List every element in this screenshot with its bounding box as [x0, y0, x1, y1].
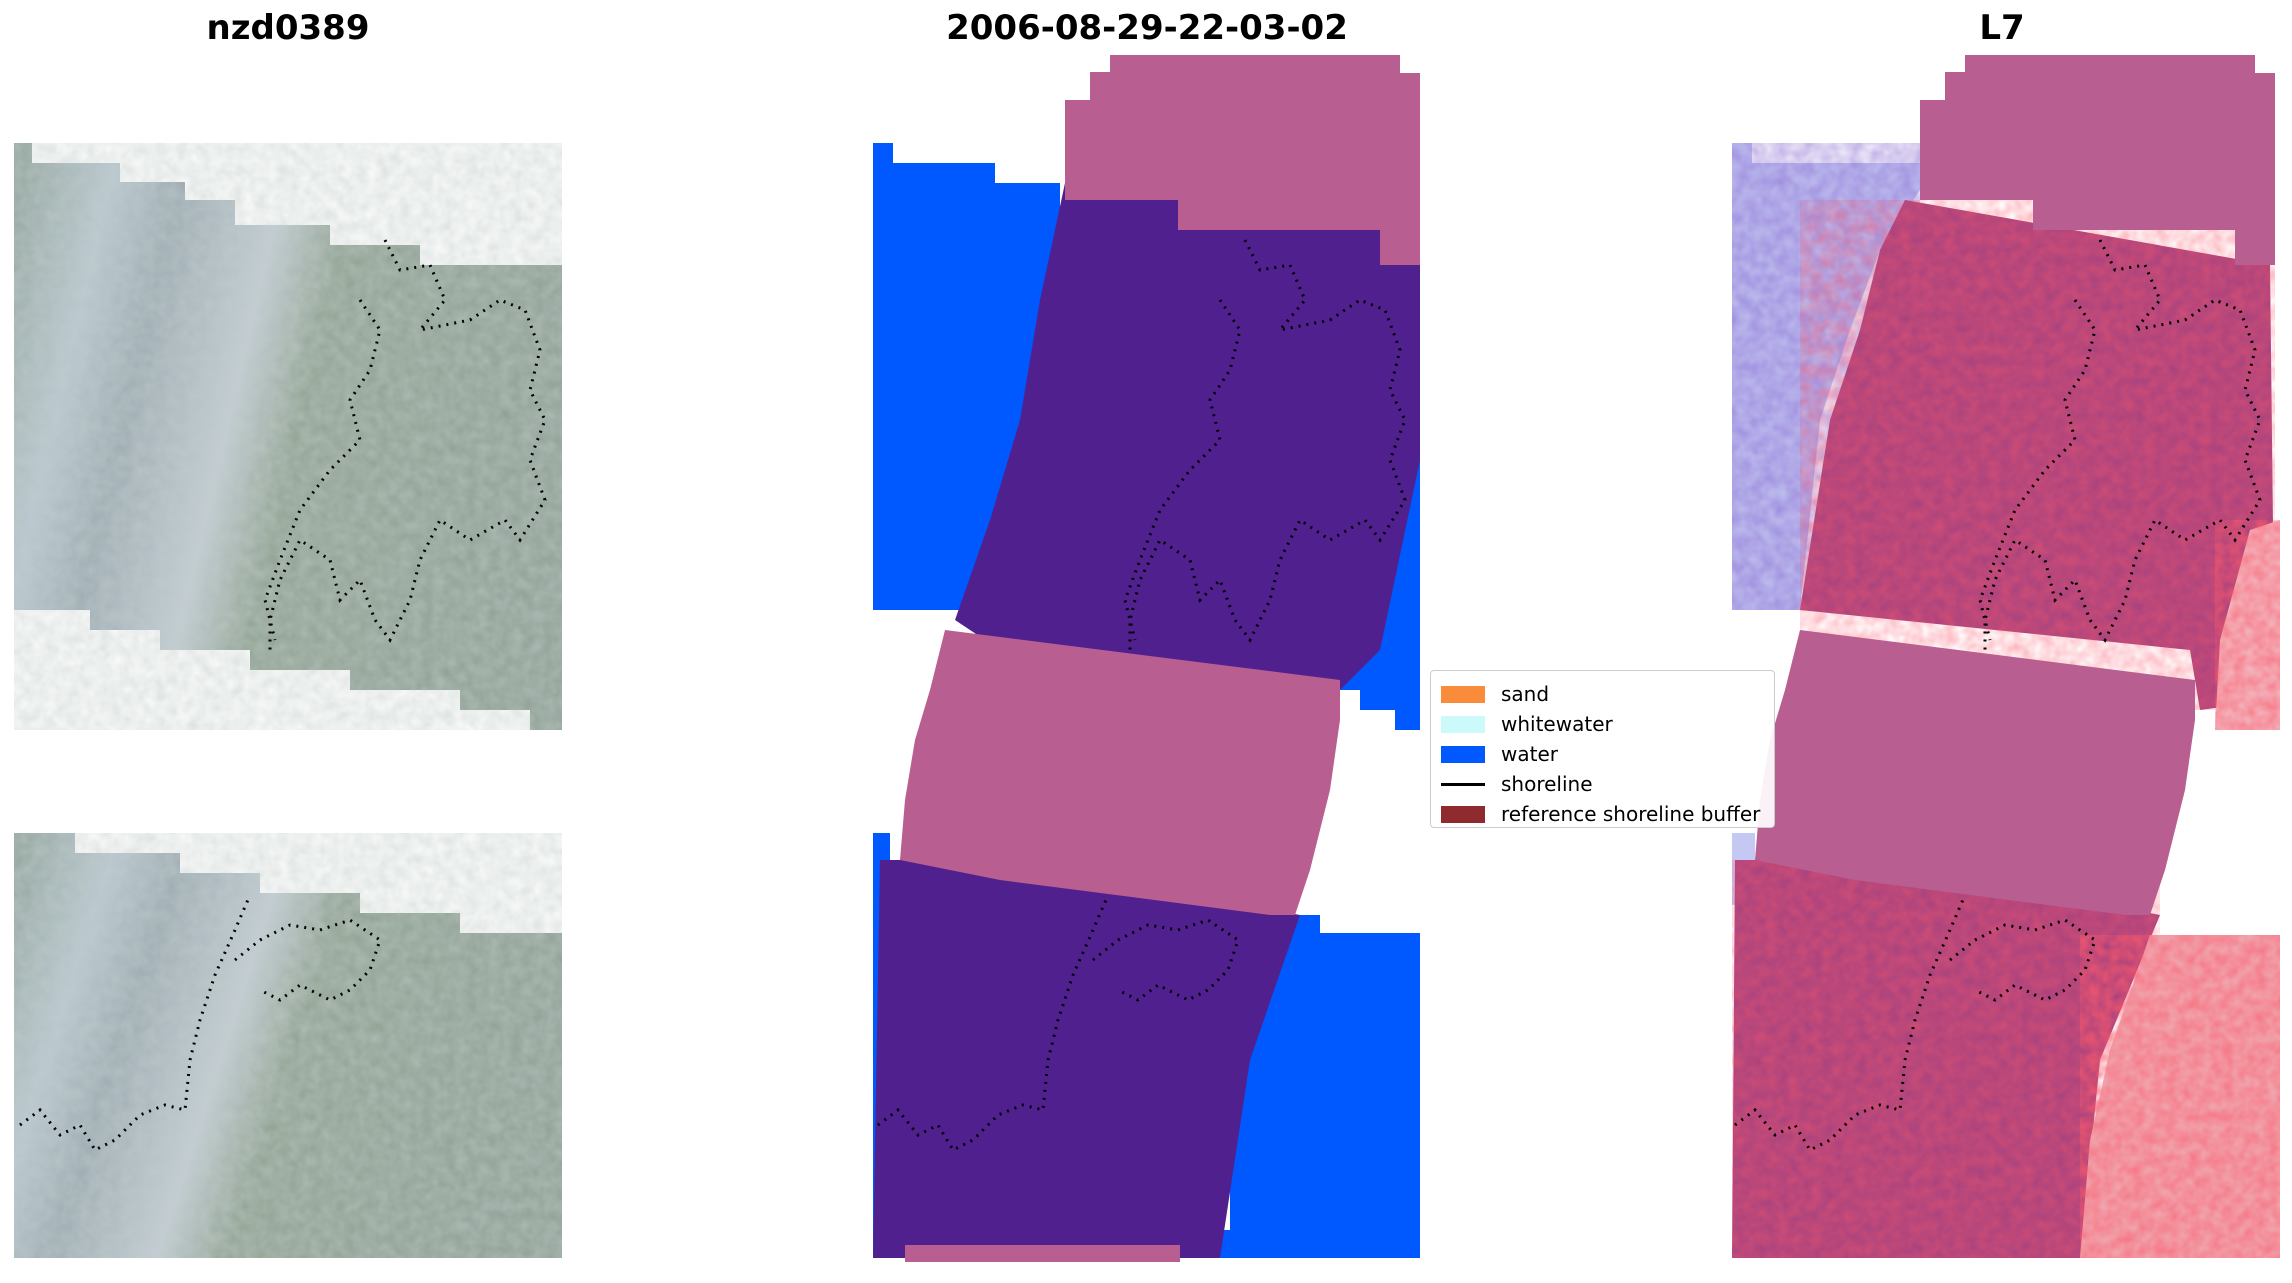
index-reference-shoreline-buffer	[1755, 55, 2275, 915]
shoreline-dotted-right	[1734, 239, 2262, 1152]
panel-title-date: 2006-08-29-22-03-02	[946, 8, 1348, 48]
whitewater-swatch	[1441, 715, 1485, 733]
legend-label-water: water	[1501, 742, 1558, 766]
panel-title-satellite: L7	[1979, 8, 2025, 48]
reference-buffer-swatch	[1441, 805, 1485, 823]
legend-item-reference-buffer: reference shoreline buffer	[1441, 799, 1764, 829]
index-land-region	[1732, 200, 2275, 1258]
land-class-region	[873, 183, 1420, 1258]
legend: sand whitewater water shoreline referenc…	[1430, 670, 1775, 828]
shoreline-dotted-left	[19, 239, 547, 1152]
water-swatch	[1441, 745, 1485, 763]
legend-label-whitewater: whitewater	[1501, 712, 1613, 736]
legend-label-sand: sand	[1501, 682, 1550, 706]
legend-label-reference-buffer: reference shoreline buffer	[1501, 802, 1761, 826]
panel-title-image-id: nzd0389	[206, 8, 370, 48]
legend-item-water: water	[1441, 739, 1764, 769]
reference-shoreline-buffer	[900, 55, 1420, 1262]
sand-swatch	[1441, 685, 1485, 703]
index-bright-region	[2080, 520, 2280, 1258]
shoreline-line-swatch	[1441, 782, 1485, 786]
rgb-image-upper	[14, 143, 562, 730]
legend-label-shoreline: shoreline	[1501, 772, 1593, 796]
legend-item-sand: sand	[1441, 679, 1764, 709]
legend-item-whitewater: whitewater	[1441, 709, 1764, 739]
shoreline-dotted-middle	[877, 239, 1407, 1152]
rgb-image-lower	[14, 833, 562, 1258]
legend-item-shoreline: shoreline	[1441, 769, 1764, 799]
